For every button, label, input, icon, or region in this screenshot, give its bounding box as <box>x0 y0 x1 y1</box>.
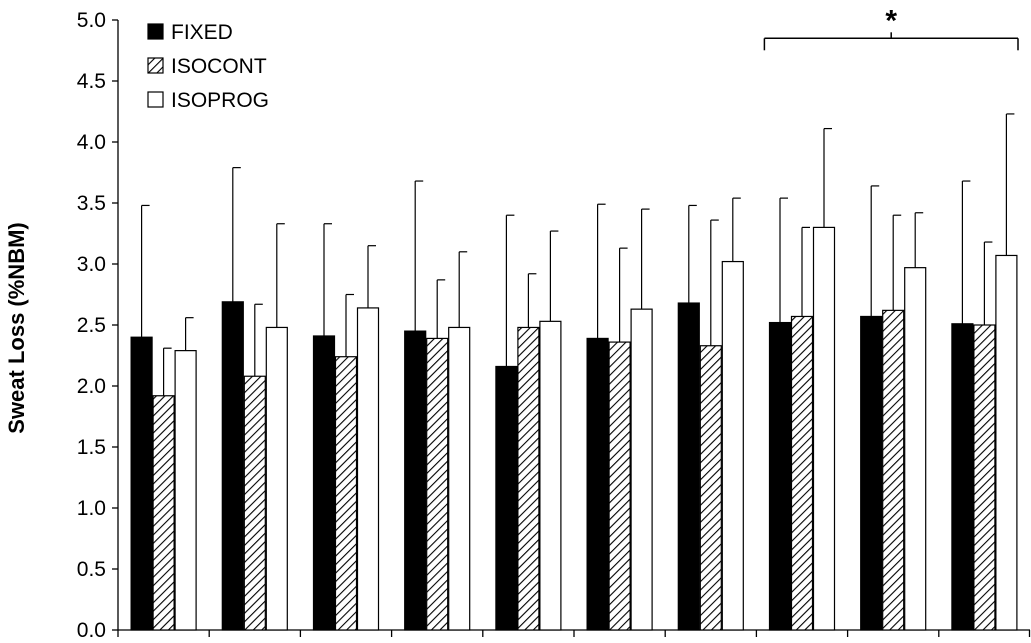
y-tick-label: 4.5 <box>77 70 106 93</box>
y-tick-label: 1.0 <box>77 497 106 520</box>
bar-isoprog-8 <box>812 226 836 631</box>
bar-fixed-7 <box>677 302 700 631</box>
legend-label-fixed: FIXED <box>171 21 233 44</box>
legend: FIXED ISOCONT ISOPROG <box>147 21 269 112</box>
bar-fixed-1 <box>130 336 153 631</box>
bar-isocont-8 <box>790 315 814 631</box>
bar-isoprog-6 <box>630 308 653 631</box>
y-axis: 0.0 0.5 1.0 1.5 2.0 2.5 3.0 3.5 4.0 4.5 5.0 <box>77 9 119 642</box>
bar-fixed-3 <box>312 335 336 631</box>
y-tick-label: 1.5 <box>77 436 106 459</box>
bar-isoprog-7 <box>721 260 744 631</box>
bar-isoprog-4 <box>448 326 471 631</box>
x-axis <box>117 629 1031 637</box>
y-tick-label: 2.0 <box>77 375 106 398</box>
bar-isocont-7 <box>699 345 722 631</box>
bar-isoprog-2 <box>265 326 288 631</box>
bar-isoprog-9 <box>904 267 927 631</box>
bar-isocont-3 <box>334 356 358 631</box>
bar-isocont-4 <box>426 337 449 631</box>
bar-isoprog-5 <box>539 320 562 631</box>
legend-swatch-isoprog <box>147 91 164 108</box>
y-axis-title: Sweat Loss (%NBM) <box>4 222 29 433</box>
bar-fixed-5 <box>495 365 518 631</box>
y-tick-label: 0.5 <box>77 558 106 581</box>
bar-fixed-10 <box>951 323 974 631</box>
bar-series-group <box>130 226 1018 631</box>
y-tick-label: 3.0 <box>77 253 106 276</box>
bar-fixed-4 <box>404 330 427 631</box>
bar-isocont-9 <box>882 309 905 631</box>
y-tick-label: 2.5 <box>77 314 106 337</box>
bar-fixed-8 <box>768 321 792 631</box>
legend-swatch-isocont <box>147 57 164 74</box>
y-tick-label: 4.0 <box>77 131 106 154</box>
bar-isoprog-3 <box>356 307 380 631</box>
significance-asterisk: * <box>885 4 897 37</box>
bar-isocont-2 <box>243 375 266 631</box>
bar-isoprog-10 <box>995 254 1018 631</box>
legend-label-isocont: ISOCONT <box>171 55 267 78</box>
bar-isocont-5 <box>517 326 540 631</box>
legend-label-isoprog: ISOPROG <box>171 89 269 112</box>
bar-fixed-9 <box>860 315 883 631</box>
significance-annotation: * <box>763 4 1019 51</box>
bar-isocont-6 <box>608 341 631 631</box>
y-tick-label: 5.0 <box>77 9 106 32</box>
bar-fixed-6 <box>586 337 609 631</box>
bar-fixed-2 <box>221 301 244 631</box>
bar-isoprog-1 <box>174 350 197 631</box>
y-tick-label: 3.5 <box>77 192 106 215</box>
bar-isocont-1 <box>152 395 175 631</box>
legend-swatch-fixed <box>147 23 164 40</box>
bar-isocont-10 <box>973 324 996 631</box>
error-bar-group <box>141 113 1015 396</box>
y-tick-label: 0.0 <box>77 619 106 642</box>
